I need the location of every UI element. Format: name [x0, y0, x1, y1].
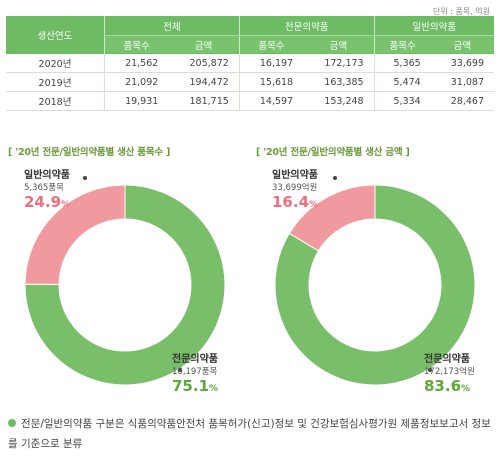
label-general-amount: 일반의약품 33,699억원 16.4% — [272, 170, 318, 212]
year-cell: 2020년 — [6, 53, 105, 73]
footnote: 전문/일반의약품 구분은 식품의약품안전처 품목허가(신고)정보 및 건강보험심… — [8, 414, 494, 454]
subheader-amount: 금액 — [168, 35, 240, 54]
table-cell: 5,334 — [374, 91, 431, 111]
label-professional-count: 전문의약품 16,197품목 75.1% — [172, 354, 218, 396]
subheader-count: 품목수 — [104, 35, 169, 54]
table-cell: 194,472 — [168, 72, 240, 92]
slice-value: 16,197품목 — [172, 366, 218, 377]
table-cell: 14,597 — [239, 91, 304, 111]
slice-professional — [274, 184, 476, 386]
table-cell: 28,467 — [430, 91, 494, 111]
table-cell: 33,699 — [430, 53, 494, 73]
label-professional-amount: 전문의약품 172,173억원 83.6% — [424, 354, 475, 396]
chart-title-count: [ '20년 전문/일반의약품별 생산 품목수 ] — [8, 147, 171, 158]
year-header: 생산연도 — [6, 16, 105, 54]
footnote-text: 전문/일반의약품 구분은 식품의약품안전처 품목허가(신고)정보 및 건강보험심… — [8, 418, 491, 450]
slice-value: 5,365품목 — [24, 182, 64, 193]
year-cell: 2019년 — [6, 72, 105, 92]
group-header-professional: 전문의약품 — [239, 16, 375, 36]
table-cell: 205,872 — [168, 53, 240, 73]
subheader-amount: 금액 — [430, 35, 494, 54]
leader-dot-general — [333, 176, 337, 180]
slice-name: 일반의약품 — [272, 170, 318, 181]
slice-professional — [24, 184, 226, 386]
bullet-icon — [8, 419, 16, 427]
leader-dot-professional — [178, 368, 182, 372]
slice-percent: 83.6% — [424, 377, 471, 396]
table-cell: 5,365 — [374, 53, 431, 73]
year-cell: 2018년 — [6, 91, 105, 111]
table-cell: 19,931 — [104, 91, 169, 111]
leader-dot-professional — [428, 368, 432, 372]
table-cell: 21,092 — [104, 72, 169, 92]
table-cell: 31,087 — [430, 72, 494, 92]
group-header-total: 전체 — [104, 16, 240, 36]
group-header-general: 일반의약품 — [374, 16, 494, 36]
unit-note: 단위 : 품목, 억원 — [432, 7, 490, 16]
subheader-count: 품목수 — [239, 35, 304, 54]
slice-value: 172,173억원 — [424, 366, 475, 377]
slice-percent: 16.4% — [272, 193, 319, 212]
slice-value: 33,699억원 — [272, 182, 318, 193]
slice-percent: 24.9% — [24, 193, 71, 212]
subheader-count: 품목수 — [374, 35, 431, 54]
leader-dot-general — [83, 176, 87, 180]
table-row: 2019년 21,092 194,472 15,618 163,385 5,47… — [6, 72, 494, 92]
chart-title-amount: [ '20년 전문/일반의약품별 생산 금액 ] — [256, 147, 410, 158]
table-cell: 181,715 — [168, 91, 240, 111]
donut-chart-count — [24, 176, 226, 386]
table-row: 2018년 19,931 181,715 14,597 153,248 5,33… — [6, 91, 494, 111]
slice-name: 전문의약품 — [424, 354, 470, 365]
slice-name: 전문의약품 — [172, 354, 218, 365]
table-cell: 5,474 — [374, 72, 431, 92]
table-cell: 21,562 — [104, 53, 169, 73]
slice-name: 일반의약품 — [24, 170, 70, 181]
subheader-amount: 금액 — [303, 35, 375, 54]
slice-percent: 75.1% — [172, 377, 219, 396]
table-cell: 153,248 — [303, 91, 375, 111]
table-cell: 15,618 — [239, 72, 304, 92]
table-row: 2020년 21,562 205,872 16,197 172,173 5,36… — [6, 53, 494, 73]
table-cell: 16,197 — [239, 53, 304, 73]
label-general-count: 일반의약품 5,365품목 24.9% — [24, 170, 70, 212]
table-cell: 172,173 — [303, 53, 375, 73]
donut-chart-amount — [274, 176, 476, 386]
table-cell: 163,385 — [303, 72, 375, 92]
production-table: 생산연도 전체 전문의약품 일반의약품 품목수 금액 품목수 금액 품목수 금액… — [6, 16, 494, 111]
